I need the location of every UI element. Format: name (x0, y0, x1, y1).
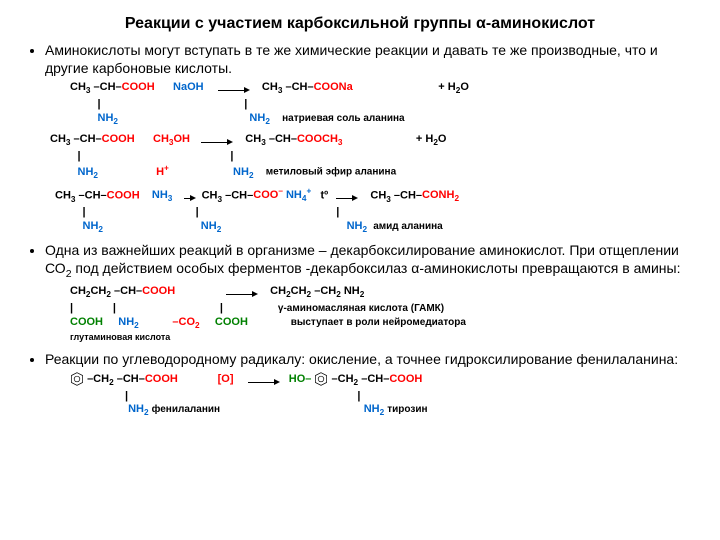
bullet-1: Аминокислоты могут вступать в те же хими… (45, 41, 700, 77)
reaction-nh3-line2: | | | NH2 NH2 NH2 ам (55, 206, 700, 234)
reaction-ch3oh-line2: | | NH2 H+ NH2 метиловый эфир аланина (50, 150, 700, 181)
reaction-nh3-line1: CH3 –CH–COOH NH3 CH3 –CH–COO– NH4+ tº CH… (55, 187, 700, 205)
reaction-phe-line1: –CH2 –CH–COOH [O] HO– –CH2 –CH–COOH (70, 372, 700, 388)
benzene-icon (70, 372, 84, 386)
bullet-2: Одна из важнейших реакций в организме – … (45, 241, 700, 282)
reaction-decarbox-line1: CH2CH2 –CH–COOH CH2CH2 –CH2 NH2 (70, 285, 700, 300)
reaction-decarbox-line2: | | | γ-аминомасляная кислота (ГАМК) COO… (70, 302, 700, 343)
benzene-icon (314, 372, 328, 386)
reaction-ch3oh-line1: CH3 –CH–COOH CH3OH CH3 –CH–COOCH3 + H2O (50, 133, 700, 148)
reaction-naoh-line1: CH3 –CH–COOH NaOH CH3 –CH–COONa + H2O (70, 81, 700, 96)
reaction-phe-line2: | | NH2 фенилаланин NH2 тирозин (70, 390, 700, 418)
page-title: Реакции с участием карбоксильной группы … (20, 15, 700, 33)
reaction-naoh-line2: | | NH2 NH2 натриевая соль аланина (70, 98, 700, 126)
bullet-3: Реакции по углеводородному радикалу: оки… (45, 350, 700, 368)
